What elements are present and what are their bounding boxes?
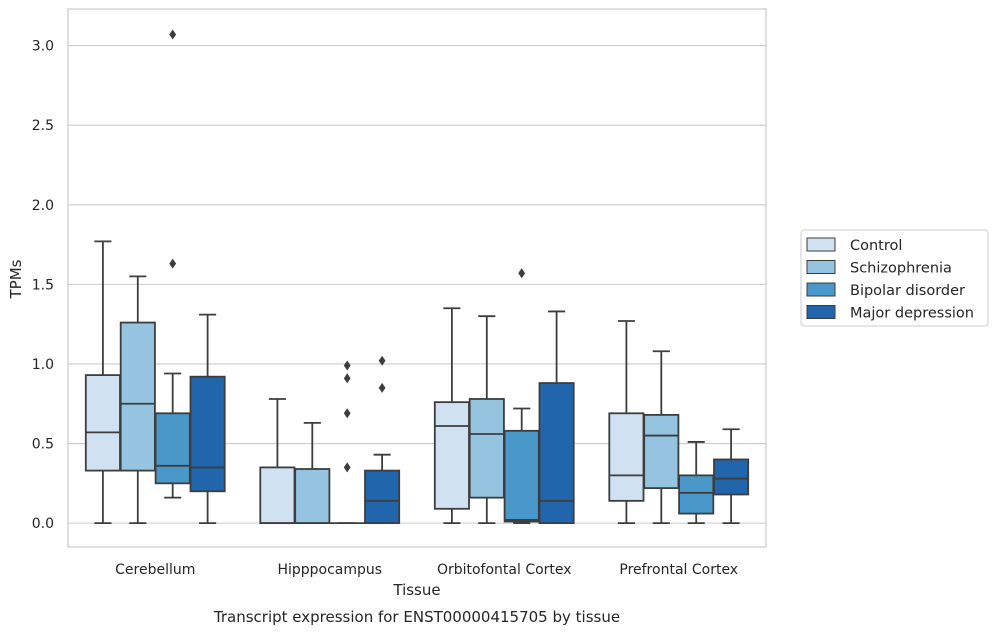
box-plot-item <box>468 315 505 525</box>
box-iqr <box>678 474 715 515</box>
outlier-point <box>343 360 351 371</box>
box-plot-item <box>259 398 296 525</box>
y-axis-ticks: 0.0 0.5 1.0 1.5 2.0 2.5 3.0 <box>32 39 54 533</box>
y-tick-label: 2.5 <box>32 118 54 134</box>
box-iqr <box>468 398 505 499</box>
legend-swatch <box>806 260 836 274</box>
y-tick-label: 0.0 <box>32 516 54 532</box>
box-plot-item <box>364 355 401 525</box>
y-tick-label: 3.0 <box>32 39 54 55</box>
box-iqr <box>433 401 470 510</box>
box-plot-item <box>84 240 121 525</box>
box-plot-item <box>713 428 750 525</box>
box-iqr <box>364 469 401 525</box>
legend-swatch <box>806 237 836 252</box>
legend: Control Schizophrenia Bipolar disorder Majo… <box>800 229 989 327</box>
x-tick-label: Prefrontal Cortex <box>619 562 738 578</box>
x-axis-label: Tissue <box>392 581 440 599</box>
outlier-point <box>378 382 386 393</box>
x-tick-label: Orbitofontal Cortex <box>437 562 572 578</box>
outlier-point <box>343 373 351 384</box>
y-tick-label: 1.5 <box>32 277 54 293</box>
outlier-point <box>378 355 386 366</box>
x-axis-ticks: Cerebellum Hipppocampus Orbitofontal Corte… <box>115 562 738 578</box>
box-plot-item <box>189 313 226 525</box>
box-plot-item <box>538 310 575 525</box>
outlier-point <box>169 258 177 269</box>
legend-entry-label: Control <box>850 238 902 254</box>
box-iqr <box>119 321 156 472</box>
legend-swatch <box>806 305 836 319</box>
outlier-point <box>518 268 526 279</box>
x-tick-label: Hipppocampus <box>277 562 382 578</box>
box-series-group <box>84 29 750 525</box>
plot-frame <box>67 8 767 548</box>
y-tick-label: 1.0 <box>32 357 54 373</box>
legend-entry-label: Major depression <box>850 306 974 322</box>
outlier-point <box>169 29 177 40</box>
x-tick-label: Cerebellum <box>115 562 195 578</box>
box-iqr <box>643 413 680 490</box>
box-plot-item <box>294 421 331 525</box>
box-iqr <box>608 412 645 502</box>
y-tick-label: 0.5 <box>32 437 54 453</box>
y-tick-label: 2.0 <box>32 198 54 214</box>
outlier-point <box>343 408 351 419</box>
box-iqr <box>713 458 750 496</box>
box-plot-item <box>154 29 191 499</box>
box-iqr <box>84 374 121 472</box>
legend-entry-label: Bipolar disorder <box>850 283 965 299</box>
box-plot-item <box>330 360 365 525</box>
legend-swatch <box>806 282 836 297</box>
box-iqr <box>538 382 575 525</box>
y-axis-label: TPMs <box>7 259 25 299</box>
chart-title: Transcript expression for ENST0000041570… <box>213 608 620 626</box>
box-plot-item <box>643 350 680 525</box>
box-iqr <box>189 375 226 493</box>
box-iqr <box>503 429 540 523</box>
box-iqr <box>154 412 191 485</box>
legend-frame <box>800 229 989 327</box>
box-plot-item <box>119 275 156 525</box>
box-plot-item <box>503 268 540 525</box>
legend-entry-label: Schizophrenia <box>850 261 952 277</box>
box-iqr <box>259 466 296 525</box>
box-iqr <box>294 468 331 525</box>
outlier-point <box>343 462 351 473</box>
